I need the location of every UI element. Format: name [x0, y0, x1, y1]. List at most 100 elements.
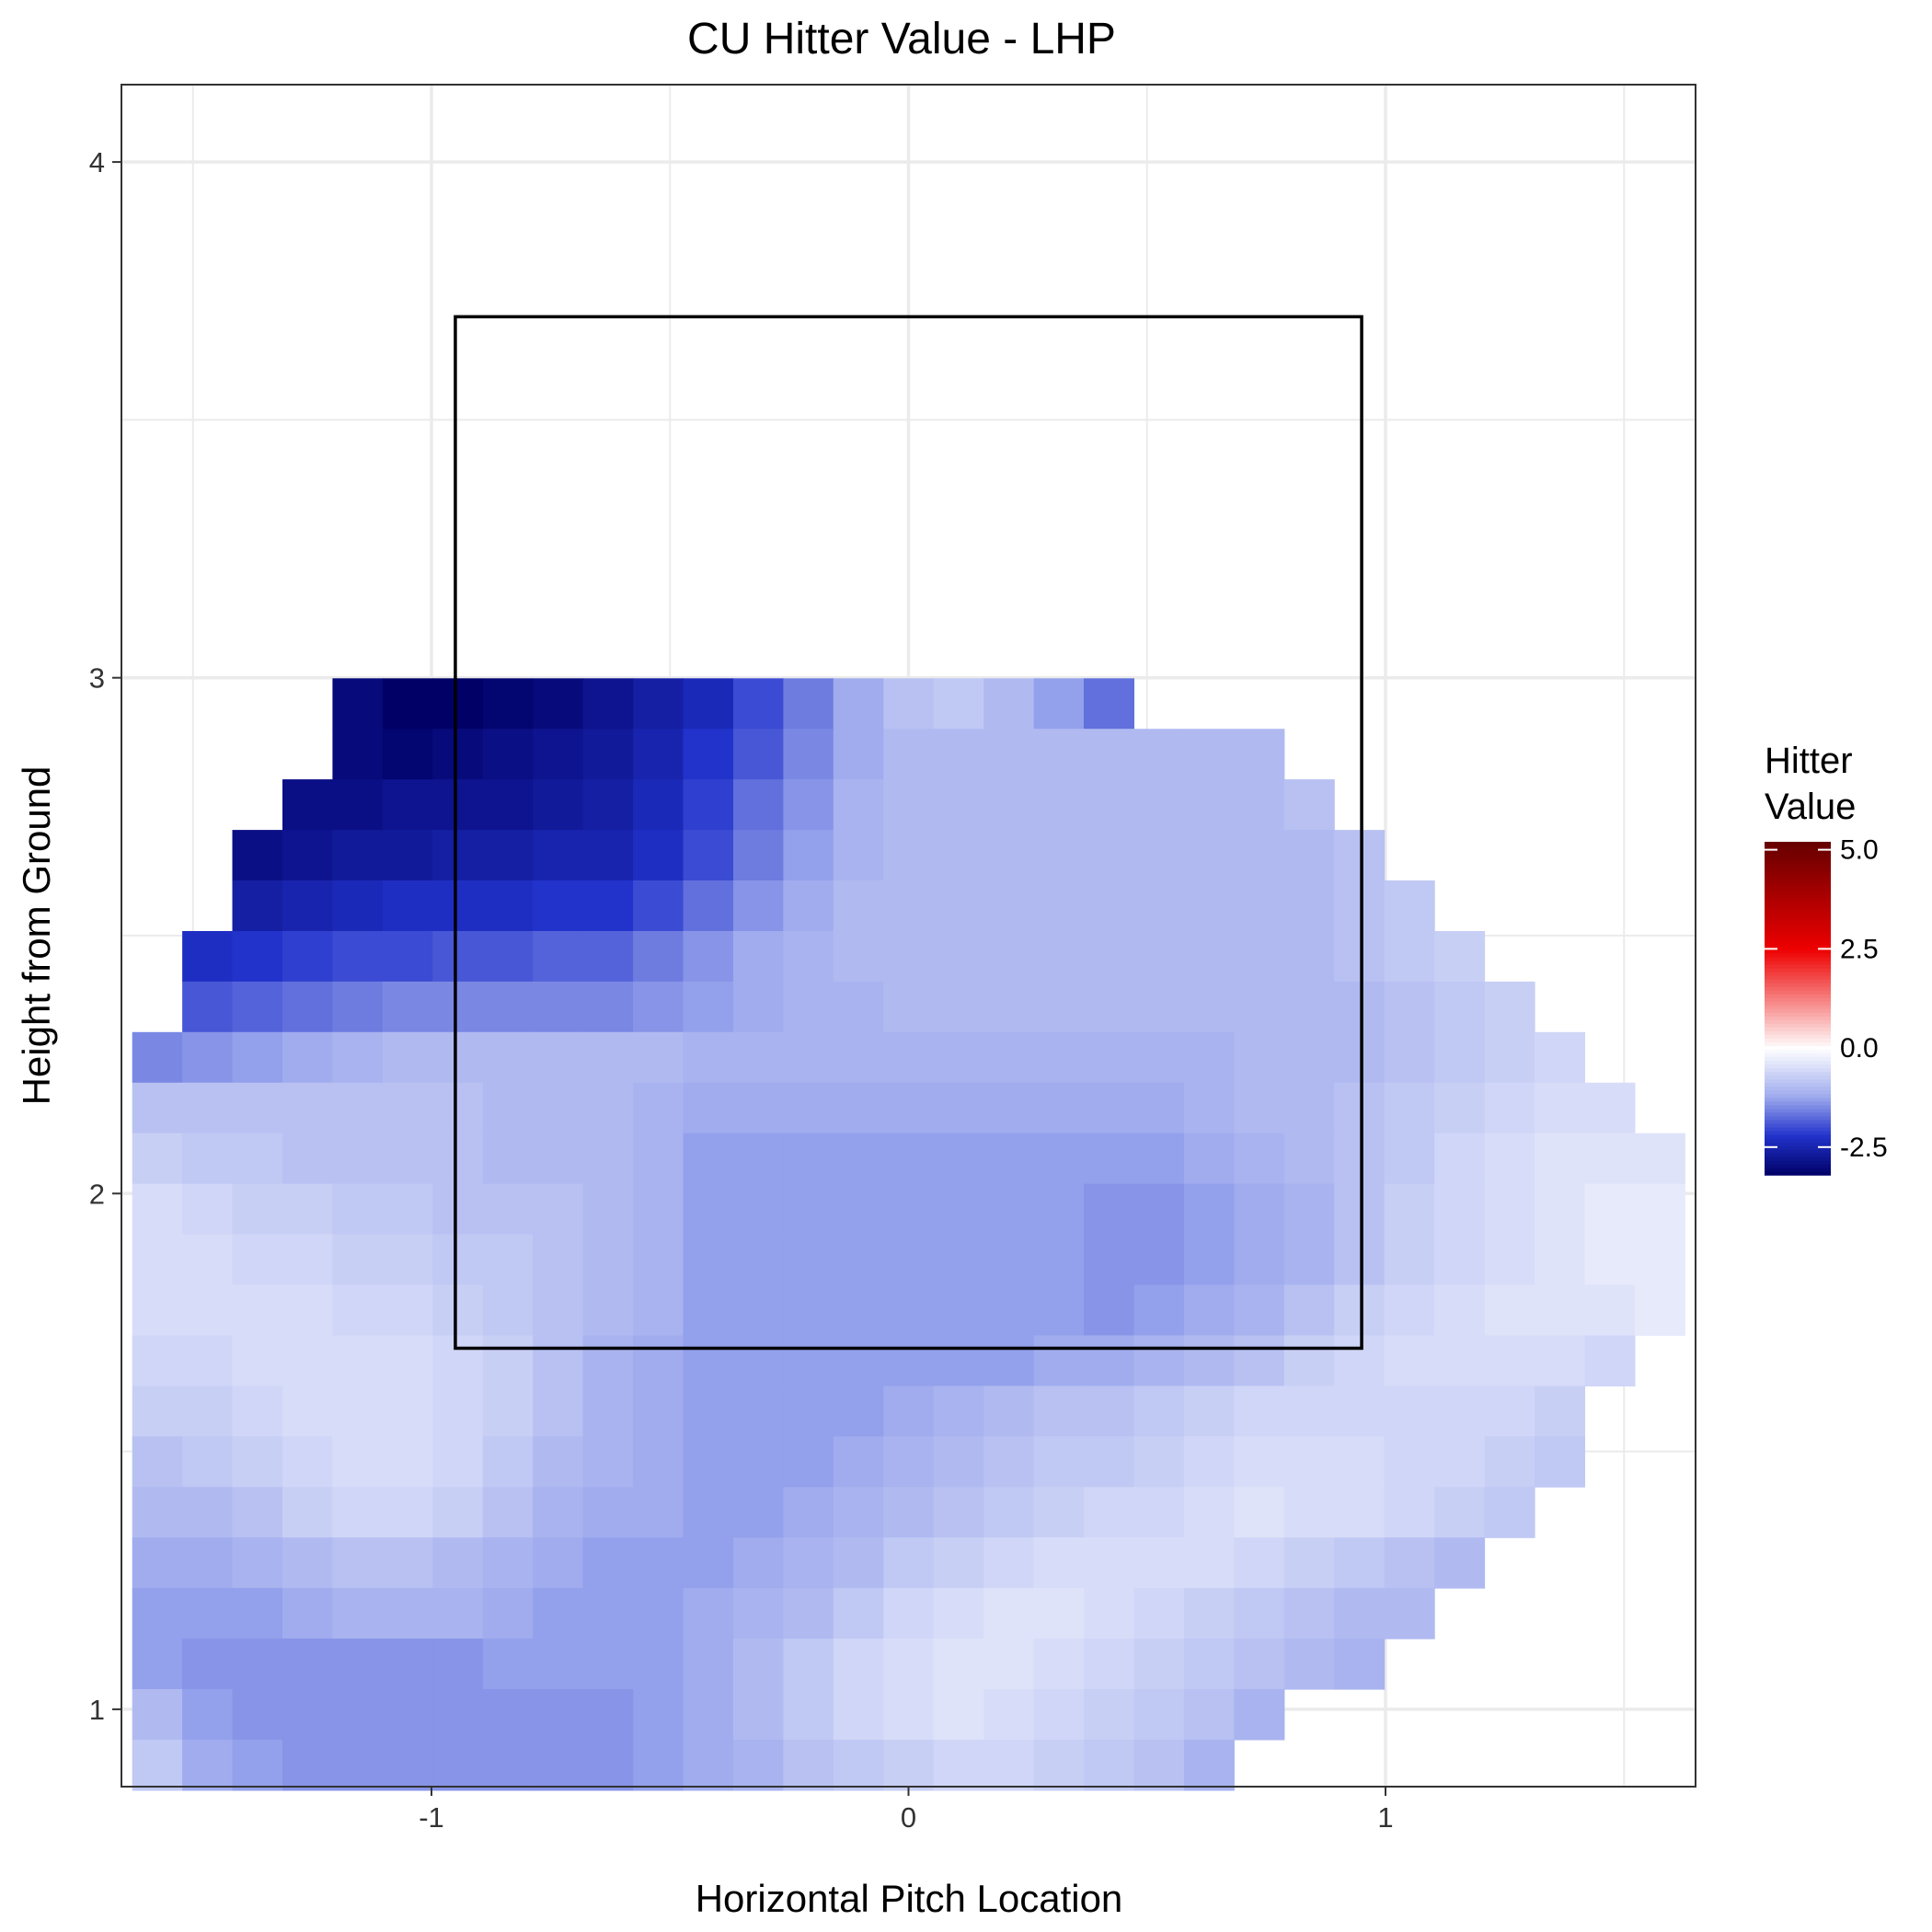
- x-tick-label: 0: [901, 1801, 916, 1834]
- heatmap-tile: [482, 1183, 534, 1236]
- heatmap-tile: [883, 1031, 935, 1084]
- heatmap-tile: [783, 880, 834, 932]
- heatmap-tile: [382, 1588, 433, 1639]
- legend-color-step: [1765, 952, 1831, 958]
- heatmap-tile: [1133, 1639, 1185, 1690]
- heatmap-tile: [1183, 1689, 1235, 1741]
- heatmap-tile: [482, 1133, 534, 1185]
- heatmap-tile: [232, 931, 283, 983]
- heatmap-tile: [1584, 1183, 1636, 1236]
- legend-color-step: [1765, 1137, 1831, 1143]
- heatmap-tile: [282, 1183, 333, 1236]
- heatmap-tile: [232, 981, 283, 1033]
- y-axis-ticks: 1 2 3 4: [89, 146, 121, 1726]
- heatmap-tile: [1084, 1487, 1134, 1538]
- heatmap-tile: [683, 1588, 734, 1639]
- heatmap-tile: [1033, 729, 1085, 780]
- heatmap-tile: [883, 1588, 935, 1639]
- heatmap-tile: [833, 1284, 884, 1336]
- heatmap-tile: [432, 1284, 484, 1336]
- heatmap-tile: [132, 1183, 183, 1236]
- heatmap-tile: [883, 729, 935, 780]
- heatmap-tile: [983, 1487, 1035, 1538]
- heatmap-tile: [1133, 931, 1185, 983]
- heatmap-tile: [1033, 1234, 1085, 1286]
- legend-color-step: [1765, 1159, 1831, 1165]
- heatmap-tile: [683, 830, 734, 881]
- heatmap-tile: [833, 1082, 884, 1134]
- heatmap-tile: [683, 1133, 734, 1185]
- heatmap-tile: [482, 1740, 534, 1791]
- heatmap-tile: [1484, 1183, 1535, 1236]
- heatmap-tile: [1283, 880, 1335, 932]
- heatmap-tile: [933, 1133, 984, 1185]
- heatmap-tile: [533, 981, 584, 1033]
- legend-color-step: [1765, 926, 1831, 932]
- heatmap-tile: [633, 931, 684, 983]
- heatmap-tile: [1384, 1082, 1435, 1134]
- heatmap-tile: [883, 1436, 935, 1488]
- heatmap-tile: [1084, 1031, 1134, 1084]
- y-tick-label: 4: [89, 146, 105, 178]
- heatmap-tile: [733, 1588, 784, 1639]
- heatmap-tile: [1033, 931, 1085, 983]
- heatmap-tile: [833, 729, 884, 780]
- heatmap-tile: [933, 1740, 984, 1791]
- heatmap-tile: [1334, 830, 1386, 881]
- heatmap-tile: [1535, 1183, 1585, 1236]
- heatmap-tile: [883, 1386, 935, 1437]
- heatmap-tile: [1283, 830, 1335, 881]
- heatmap-tile: [833, 1183, 884, 1236]
- heatmap-tile: [382, 1335, 433, 1386]
- heatmap-tile: [132, 1284, 183, 1336]
- heatmap-tile: [282, 779, 333, 831]
- heatmap-tile: [733, 1284, 784, 1336]
- heatmap-tile: [933, 1386, 984, 1437]
- x-axis-label: Horizontal Pitch Location: [696, 1877, 1123, 1920]
- heatmap-tile: [933, 1639, 984, 1690]
- heatmap-tile: [1434, 931, 1486, 983]
- heatmap-tile: [282, 1133, 333, 1185]
- heatmap-tile: [683, 1639, 734, 1690]
- heatmap-tile: [1084, 880, 1134, 932]
- heatmap-tile: [1084, 1284, 1134, 1336]
- heatmap-tile: [582, 678, 634, 730]
- heatmap-tile: [733, 981, 784, 1033]
- heatmap-tile: [1234, 1031, 1285, 1084]
- heatmap-tile: [733, 1689, 784, 1741]
- heatmap-tile: [1484, 1284, 1535, 1336]
- legend-colorbar: [1765, 842, 1831, 1176]
- heatmap-tile: [182, 1386, 234, 1437]
- heatmap-tile: [683, 931, 734, 983]
- heatmap-tile: [1183, 1335, 1235, 1386]
- heatmap-tile: [983, 1082, 1035, 1134]
- heatmap-tile: [1033, 1436, 1085, 1488]
- legend-color-step: [1765, 967, 1831, 972]
- heatmap-tile: [633, 1588, 684, 1639]
- heatmap-tile: [1234, 1183, 1285, 1236]
- heatmap-tile: [282, 880, 333, 932]
- heatmap-tile: [883, 1133, 935, 1185]
- legend-color-step: [1765, 912, 1831, 917]
- heatmap-tile: [733, 1183, 784, 1236]
- heatmap-tile: [883, 1183, 935, 1236]
- heatmap-tile: [332, 1082, 384, 1134]
- heatmap-tile: [1234, 1537, 1285, 1589]
- heatmap-tile: [783, 1335, 834, 1386]
- heatmap-tile: [883, 779, 935, 831]
- heatmap-tile: [1234, 1386, 1285, 1437]
- heatmap-tile: [1133, 779, 1185, 831]
- heatmap-tile: [1133, 830, 1185, 881]
- heatmap-tile: [1584, 1082, 1636, 1134]
- heatmap-tile: [1234, 830, 1285, 881]
- heatmap-tile: [1434, 1386, 1486, 1437]
- heatmap-tile: [683, 1082, 734, 1134]
- heatmap-tile: [1334, 1639, 1386, 1690]
- heatmap-tile: [282, 1031, 333, 1084]
- heatmap-tile: [783, 779, 834, 831]
- heatmap-tile: [432, 1133, 484, 1185]
- heatmap-tile: [282, 1588, 333, 1639]
- heatmap-tile: [332, 779, 384, 831]
- legend-color-step: [1765, 842, 1831, 846]
